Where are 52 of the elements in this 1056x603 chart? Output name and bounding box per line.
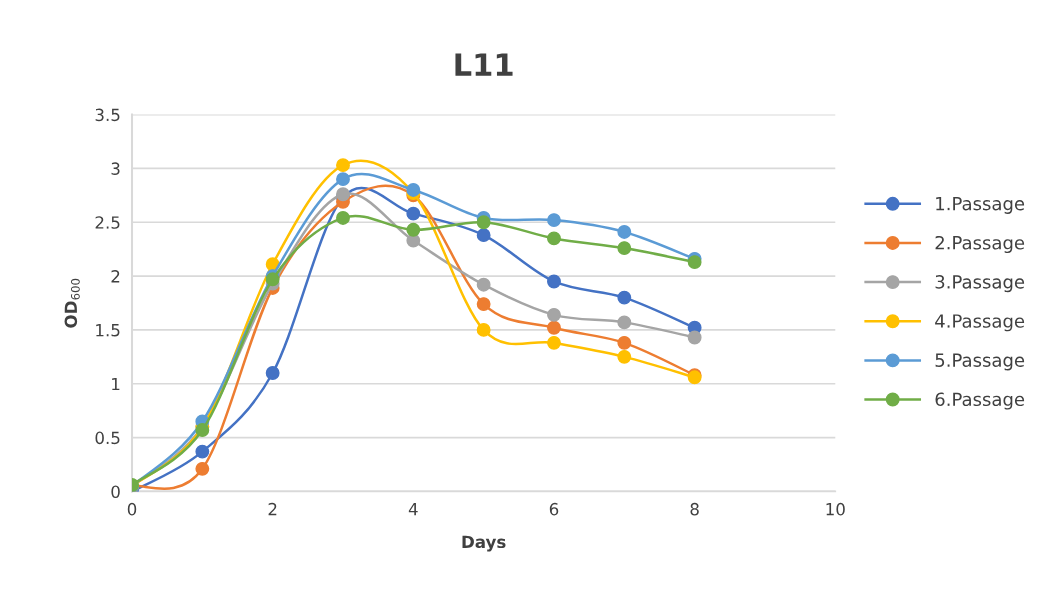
point (195, 444, 210, 459)
x-tick-label: 8 (690, 502, 699, 516)
point (547, 274, 561, 289)
point (617, 315, 632, 330)
x-tick-label: 6 (549, 502, 559, 516)
point (687, 255, 702, 270)
point (406, 222, 421, 237)
point (547, 307, 561, 322)
y-tick-label: 1.5 (96, 324, 120, 337)
point (547, 320, 561, 335)
point (476, 322, 491, 337)
point (687, 330, 702, 345)
point (617, 349, 632, 364)
y-tick-label: 2 (111, 270, 120, 283)
point (336, 158, 350, 173)
y-tick-label: 3 (111, 162, 120, 175)
point (547, 335, 561, 350)
y-tick-label: 3.5 (95, 108, 120, 122)
point (476, 297, 491, 312)
point (617, 241, 632, 256)
x-tick-label: 2 (268, 502, 277, 516)
point (547, 231, 561, 246)
point (406, 206, 421, 221)
x-tick-label: 0 (127, 502, 137, 516)
point (547, 213, 561, 228)
chart-title: L11 (455, 53, 513, 76)
point (336, 172, 350, 187)
point (195, 461, 210, 476)
legend-label: 4.Passage (935, 314, 1025, 332)
y-tick-label: 2.5 (95, 216, 120, 229)
point (476, 277, 491, 292)
y-tick-label: 1 (112, 377, 120, 391)
point (265, 366, 280, 380)
point (617, 335, 632, 350)
point (195, 423, 210, 438)
x-axis-title: Days (462, 535, 506, 552)
y-tick-label: 0 (111, 485, 120, 499)
y-axis-title: OD$_{600}$ (64, 278, 80, 328)
legend-label: 6.Passage (935, 392, 1025, 410)
point (476, 228, 491, 243)
point (336, 210, 350, 225)
point (617, 224, 632, 239)
legend-label: 3.Passage (935, 275, 1025, 293)
y-tick-label: 0.5 (95, 431, 120, 445)
point (406, 182, 421, 197)
legend-label: 2.Passage (935, 235, 1025, 254)
legend-label: 1.Passage (936, 196, 1025, 214)
x-tick-label: 10 (826, 502, 845, 516)
point (617, 290, 632, 305)
point (476, 215, 491, 230)
legend-label: 5.Passage (935, 353, 1025, 371)
x-tick-label: 4 (408, 503, 418, 516)
